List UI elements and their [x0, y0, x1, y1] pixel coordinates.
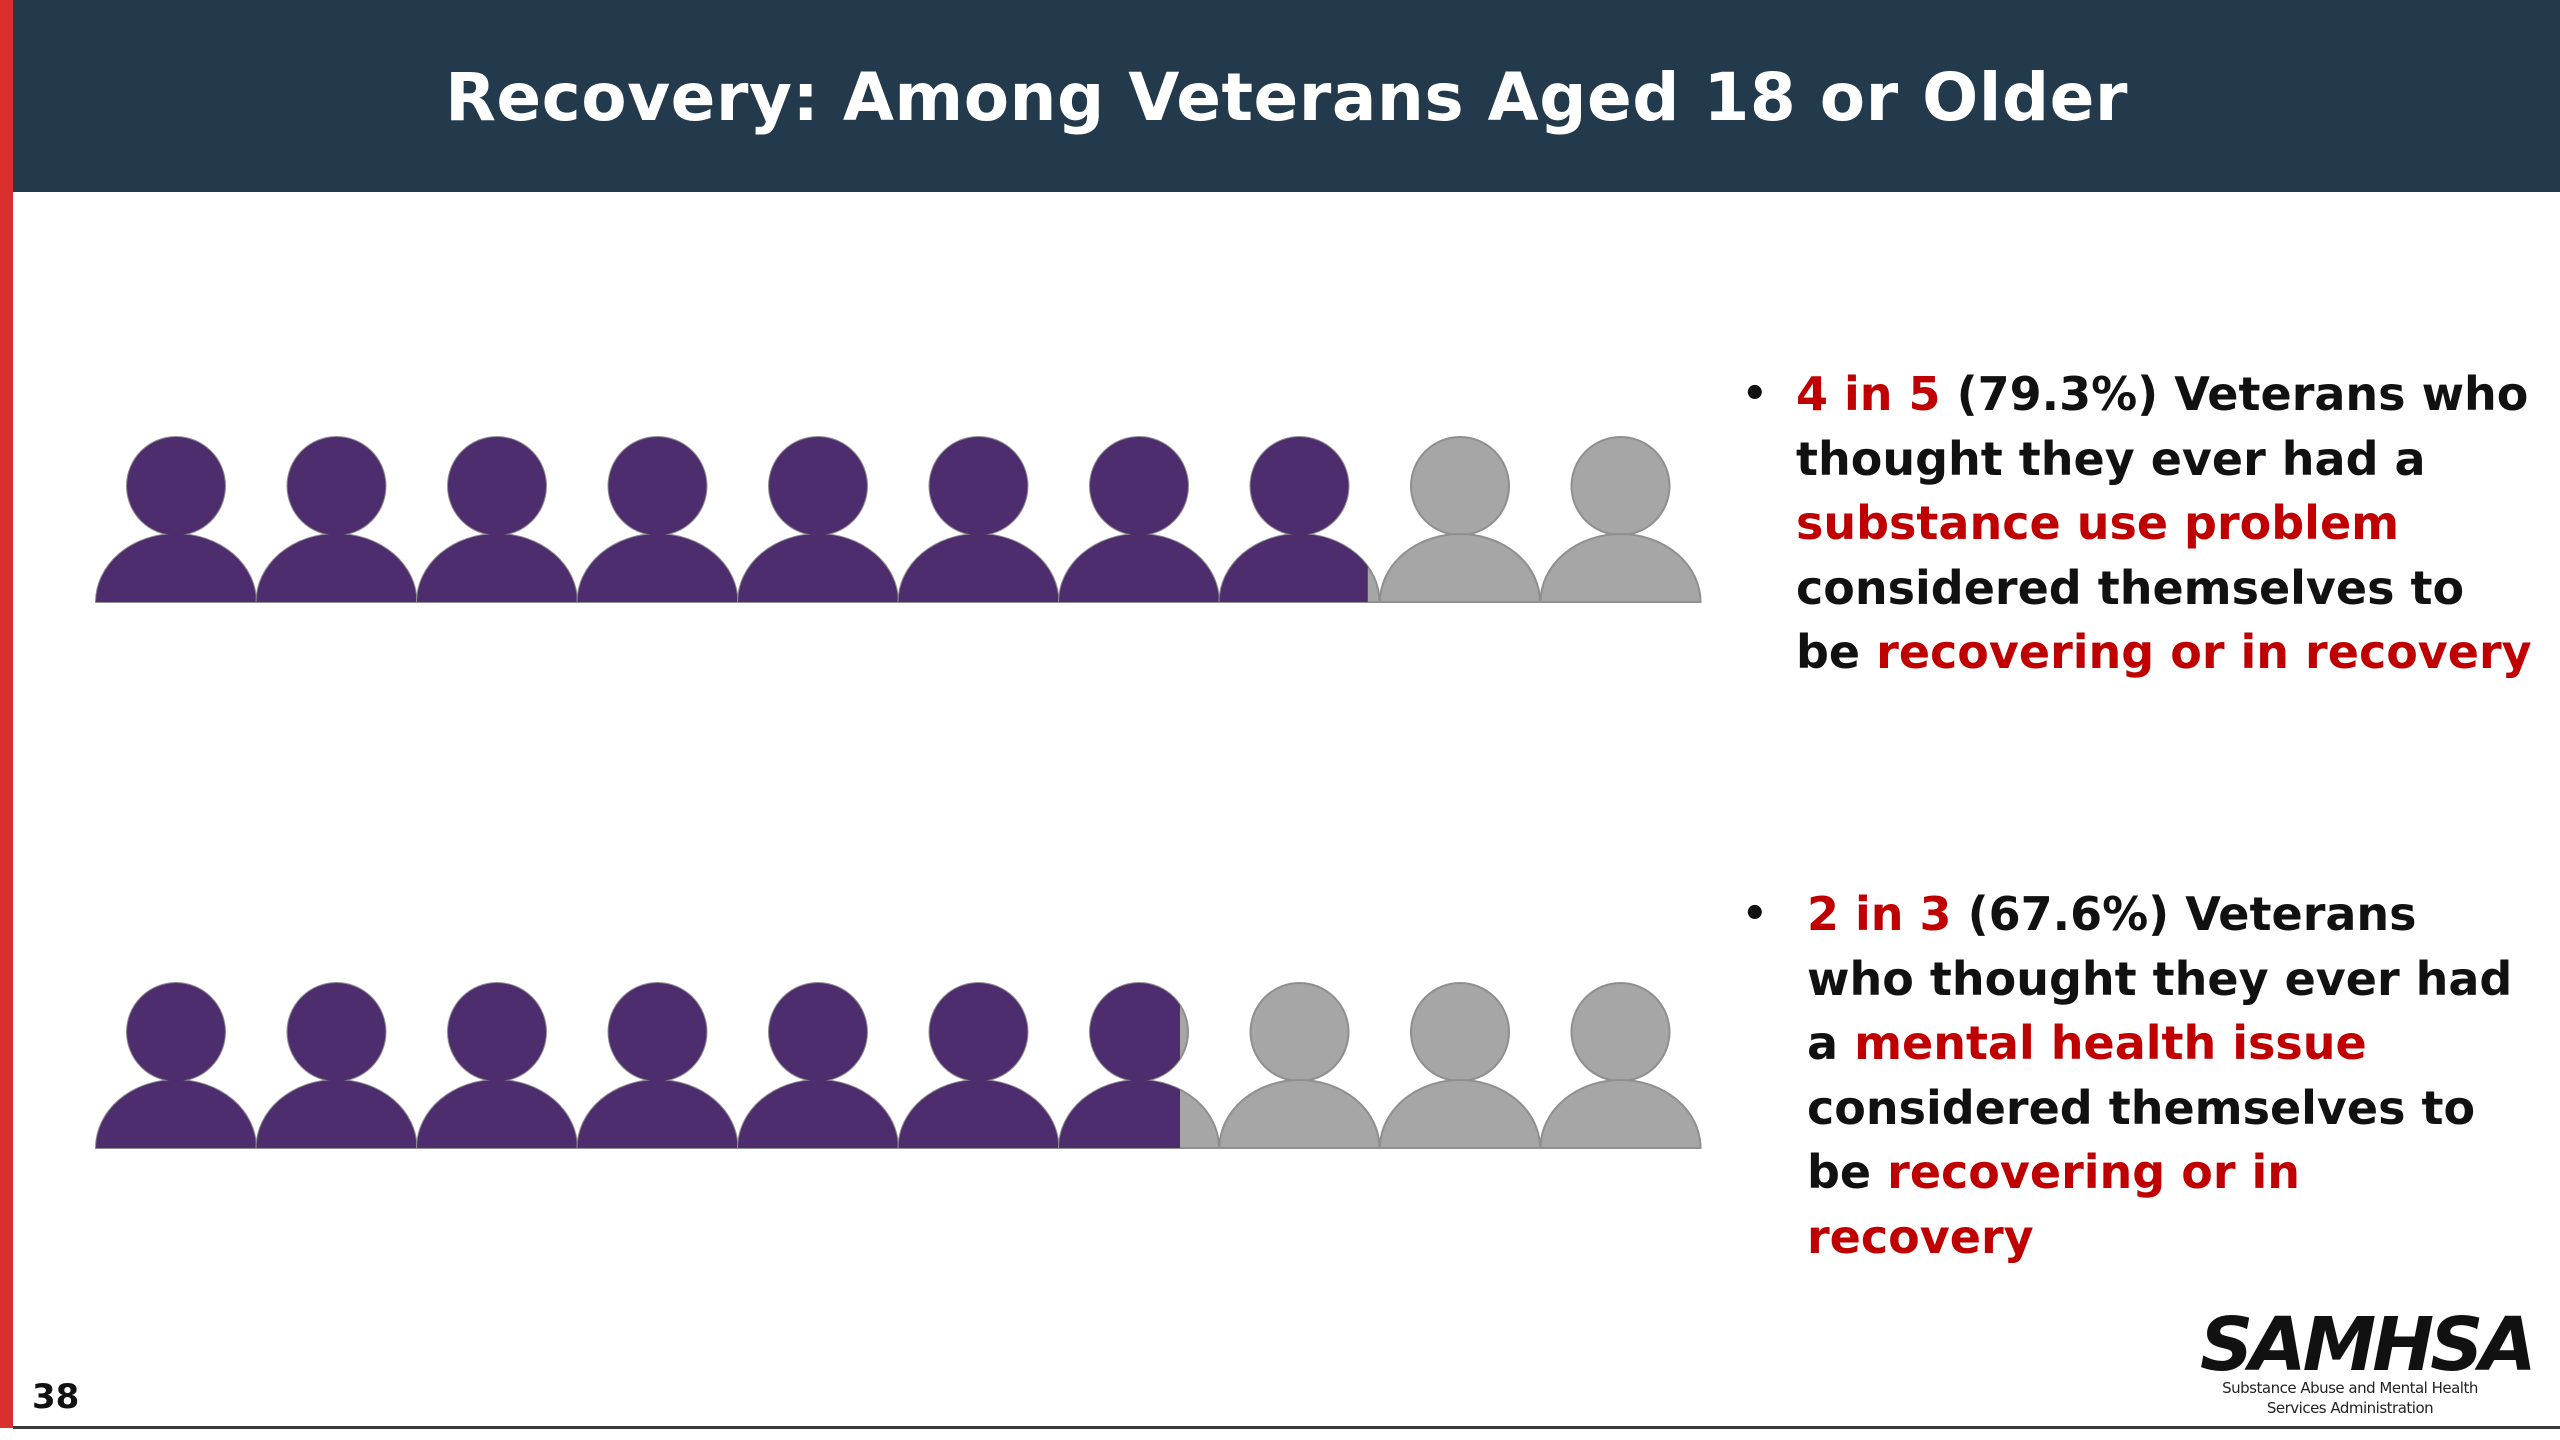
- samhsa-logo: SAMHSA Substance Abuse and Mental Health…: [2200, 1302, 2537, 1423]
- highlight-text: mental health issue: [1854, 1016, 2367, 1070]
- logo-subtitle-line-1: Substance Abuse and Mental Health: [2222, 1379, 2478, 1397]
- highlight-text: 4 in 5: [1796, 367, 1941, 421]
- body-text: a: [1807, 1016, 1855, 1070]
- body-text: (67.6%) Veterans: [1951, 887, 2417, 941]
- person-icon: [94, 982, 258, 1149]
- person-icon: [94, 436, 258, 603]
- bullet-text: 2 in 3 (67.6%) Veterans who thought they …: [1807, 882, 2512, 1269]
- highlight-text: substance use problem: [1796, 496, 2400, 550]
- bullet-substance-use: • 4 in 5 (79.3%) Veterans who thought the…: [1742, 362, 2532, 702]
- pictogram-svg: [94, 436, 1702, 603]
- bullet-line: 2 in 3 (67.6%) Veterans: [1807, 882, 2512, 947]
- person-icon: [255, 982, 418, 1149]
- person-icon: [736, 436, 900, 603]
- logo-subtitle-line-2: Services Administration: [2266, 1399, 2434, 1417]
- highlight-text: recovering or in: [1887, 1145, 2301, 1199]
- pictogram-substance-use: [94, 436, 1704, 606]
- logo-wordmark: SAMHSA: [2200, 1302, 2537, 1388]
- person-icon: [1057, 982, 1221, 1149]
- body-text: be: [1796, 625, 1877, 679]
- pictogram-svg: [94, 982, 1702, 1149]
- bottom-rule: [13, 1426, 2560, 1429]
- body-text: considered themselves to: [1807, 1080, 2476, 1135]
- person-icon: [576, 982, 739, 1149]
- pictogram-mental-health: [94, 982, 1704, 1152]
- left-accent-bar: [0, 0, 13, 1428]
- person-icon: [1218, 982, 1381, 1149]
- bullet-line: be recovering or in recovery: [1796, 620, 2532, 685]
- bullet-line: recovery: [1807, 1205, 2512, 1270]
- highlight-text: 2 in 3: [1807, 887, 1952, 941]
- person-icon: [415, 436, 579, 603]
- page-number: 38: [32, 1377, 80, 1417]
- person-icon: [1539, 982, 1702, 1149]
- person-icon: [1218, 436, 1381, 603]
- body-text: thought they ever had a: [1796, 431, 2426, 486]
- person-icon: [255, 436, 418, 603]
- bullet-mental-health: • 2 in 3 (67.6%) Veterans who thought the…: [1742, 882, 2532, 1282]
- person-icon: [1378, 436, 1542, 603]
- bullet-line: thought they ever had a: [1796, 427, 2532, 492]
- bullet-dot: •: [1742, 371, 1768, 417]
- highlight-text: recovery: [1807, 1209, 2034, 1264]
- bullet-line: considered themselves to: [1796, 556, 2532, 621]
- bullet-line: a mental health issue: [1807, 1011, 2512, 1076]
- body-text: (79.3%) Veterans who: [1940, 367, 2529, 421]
- slide-header: Recovery: Among Veterans Aged 18 or Olde…: [13, 0, 2560, 192]
- person-icon: [1378, 982, 1542, 1149]
- bullet-dot: •: [1742, 891, 1768, 937]
- bullet-line: substance use problem: [1796, 491, 2532, 556]
- person-icon: [576, 436, 739, 603]
- bullet-line: be recovering or in: [1807, 1140, 2512, 1205]
- person-icon: [897, 982, 1060, 1149]
- person-icon: [415, 982, 579, 1149]
- person-icon: [736, 982, 900, 1149]
- bullet-line: who thought they ever had: [1807, 947, 2512, 1012]
- highlight-text: recovering or in recovery: [1876, 625, 2532, 679]
- body-text: who thought they ever had: [1807, 951, 2513, 1006]
- person-icon: [897, 436, 1060, 603]
- bullet-text: 4 in 5 (79.3%) Veterans who thought they …: [1796, 362, 2532, 685]
- slide-title: Recovery: Among Veterans Aged 18 or Olde…: [445, 58, 2128, 136]
- person-icon: [1057, 436, 1221, 603]
- bullet-line: considered themselves to: [1807, 1076, 2512, 1141]
- body-text: considered themselves to: [1796, 560, 2465, 615]
- body-text: be: [1807, 1145, 1888, 1199]
- person-icon: [1539, 436, 1702, 603]
- bullet-line: 4 in 5 (79.3%) Veterans who: [1796, 362, 2532, 427]
